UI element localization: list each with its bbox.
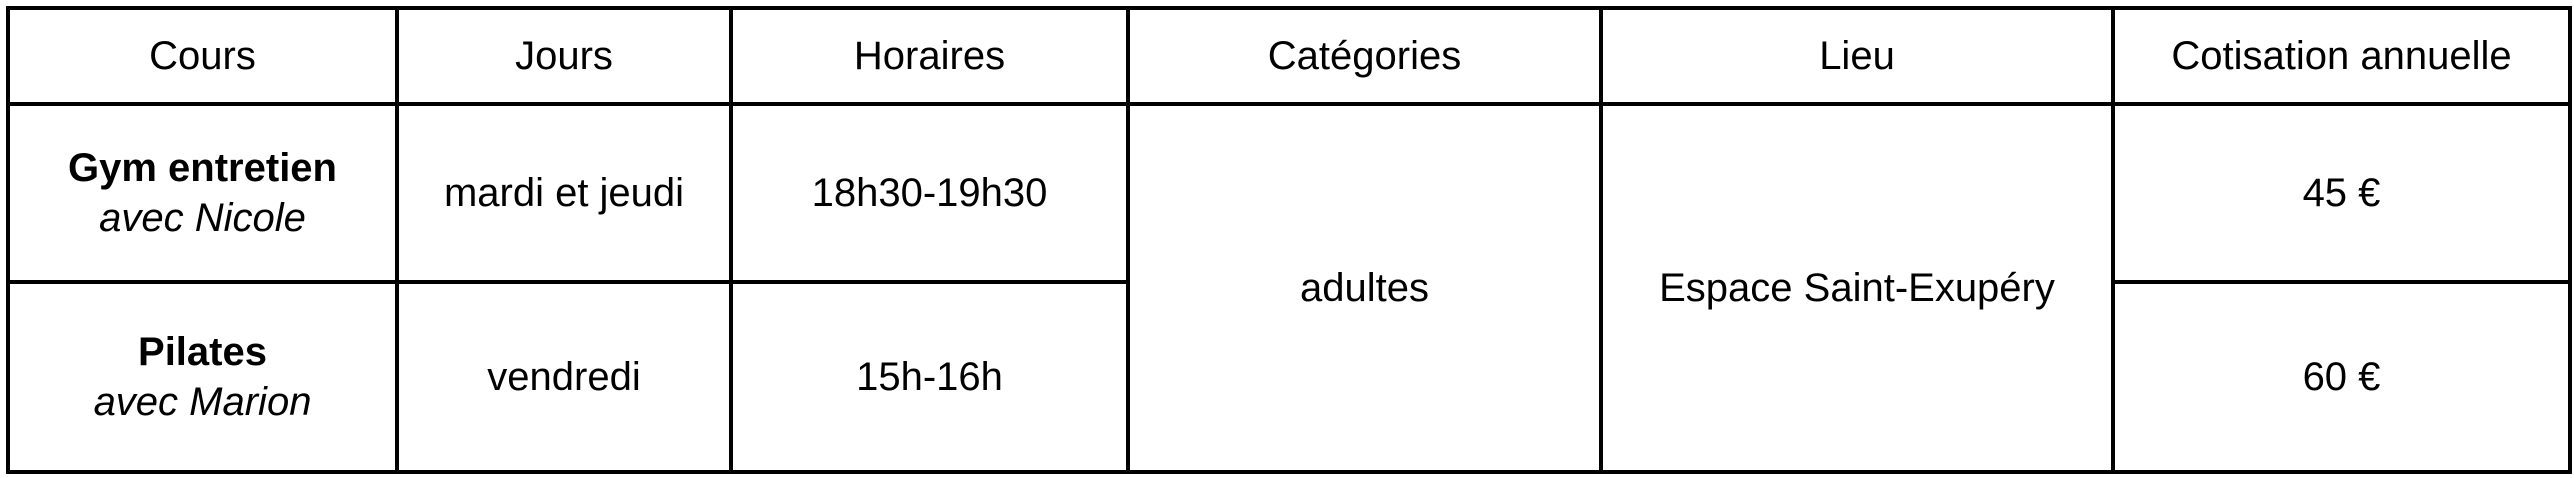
cell-jours: vendredi — [395, 280, 733, 474]
course-instructor: avec Marion — [93, 380, 312, 424]
header-lieu: Lieu — [1599, 6, 2115, 106]
cell-categories: adultes — [1126, 102, 1603, 474]
course-name: Gym entretien — [68, 146, 337, 190]
table-row: Pilates avec Marion vendredi 15h-16h 60 … — [6, 280, 2572, 474]
header-categories: Catégories — [1126, 6, 1603, 106]
cell-cotisation: 45 € — [2111, 102, 2572, 284]
header-horaires: Horaires — [729, 6, 1130, 106]
cell-cours: Gym entretien avec Nicole — [6, 102, 399, 284]
course-instructor: avec Nicole — [99, 196, 306, 240]
cell-horaires: 15h-16h — [729, 280, 1130, 474]
cell-cotisation: 60 € — [2111, 280, 2572, 474]
course-name: Pilates — [138, 330, 267, 374]
cell-lieu: Espace Saint-Exupéry — [1599, 102, 2115, 474]
cell-cours: Pilates avec Marion — [6, 280, 399, 474]
header-row: Cours Jours Horaires Catégories Lieu Cot… — [6, 6, 2572, 106]
cell-horaires: 18h30-19h30 — [729, 102, 1130, 284]
courses-table: Cours Jours Horaires Catégories Lieu Cot… — [6, 6, 2572, 474]
header-jours: Jours — [395, 6, 733, 106]
header-cours: Cours — [6, 6, 399, 106]
header-cotisation: Cotisation annuelle — [2111, 6, 2572, 106]
cell-jours: mardi et jeudi — [395, 102, 733, 284]
table-row: Gym entretien avec Nicole mardi et jeudi… — [6, 102, 2572, 474]
